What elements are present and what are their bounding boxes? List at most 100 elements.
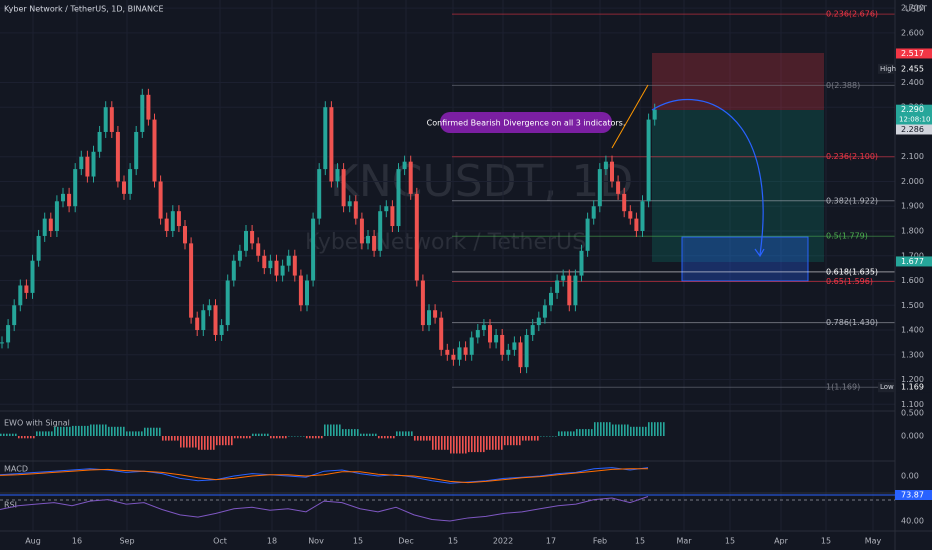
ewo-bar <box>135 431 137 436</box>
ewo-bar <box>255 433 257 436</box>
ewo-bar <box>324 424 326 436</box>
time-tick-label: Feb <box>593 537 607 546</box>
ewo-bar <box>78 425 80 436</box>
ewo-bar <box>624 424 626 436</box>
ewo-bar <box>633 426 635 436</box>
candle <box>18 285 23 306</box>
arrow-head <box>754 248 765 258</box>
ewo-bar <box>546 436 548 437</box>
ewo-bar <box>645 426 647 436</box>
pane-label: MACD <box>4 465 28 474</box>
ewo-bar <box>210 436 212 450</box>
ewo-bar <box>522 436 524 441</box>
candle <box>79 156 84 170</box>
candle <box>146 94 151 120</box>
rsi-tag <box>895 490 932 500</box>
ewo-bar <box>363 433 365 436</box>
ewo-bar <box>501 436 503 450</box>
ewo-bar <box>465 436 467 454</box>
candle <box>140 94 145 132</box>
ewo-bar <box>456 436 458 454</box>
signal-line <box>0 468 648 484</box>
ewo-bar <box>366 433 368 436</box>
ewo-bar <box>18 436 20 439</box>
ewo-bar <box>165 436 167 441</box>
ewo-bar <box>267 433 269 436</box>
price-timer: 12:08:10 <box>899 116 930 124</box>
candle <box>317 169 322 219</box>
ewo-bar <box>510 436 512 446</box>
ewo-bar <box>375 433 377 436</box>
ewo-bar <box>162 436 164 441</box>
ewo-bar <box>609 422 611 436</box>
ewo-bar <box>156 427 158 436</box>
ewo-bar <box>558 431 560 436</box>
ewo-bar <box>531 436 533 441</box>
candle <box>329 107 334 182</box>
divergence-line <box>611 84 649 149</box>
ewo-bar <box>222 436 224 446</box>
candle <box>128 169 133 194</box>
rsi-tick: 73.87 <box>901 491 924 500</box>
price-tag <box>896 382 932 393</box>
price-tick-label: 2.000 <box>901 177 924 186</box>
candle <box>463 347 468 355</box>
ewo-bar <box>312 436 314 439</box>
candle <box>158 181 163 219</box>
price-tag-label: 2.455 <box>901 64 924 73</box>
ewo-bar <box>120 426 122 436</box>
candle <box>48 218 53 231</box>
candle <box>42 218 47 236</box>
price-tag-label: 1.169 <box>901 383 924 392</box>
ewo-bar <box>108 426 110 436</box>
price-tick-label: 1.500 <box>901 301 924 310</box>
candle <box>427 310 431 326</box>
ewo-bar <box>327 424 329 436</box>
price-tick-label: 1.300 <box>901 350 924 359</box>
ewo-bar <box>564 431 566 436</box>
ewo-bar <box>303 436 305 437</box>
ewo-bar <box>219 436 221 446</box>
price-unit: USDT <box>905 5 927 14</box>
ewo-bar <box>621 424 623 436</box>
candle <box>451 354 456 360</box>
fib-label: 1(1.169) <box>826 383 860 392</box>
time-tick-label: Sep <box>119 537 134 546</box>
ewo-bar <box>147 427 149 436</box>
rsi-tick: 40.00 <box>901 517 924 526</box>
tag-badge <box>878 63 895 74</box>
ewo-bar <box>429 436 431 441</box>
ewo-bar <box>213 436 215 450</box>
tag-badge-label: Low <box>880 383 894 391</box>
ewo-bar <box>81 425 83 436</box>
candle <box>481 325 486 331</box>
price-tick-label: 1.100 <box>901 400 924 409</box>
ewo-bar <box>144 427 146 436</box>
candle <box>555 280 560 293</box>
candle <box>164 218 169 231</box>
ewo-bar <box>486 436 488 450</box>
ewo-bar <box>549 436 551 437</box>
ewo-bar <box>126 431 128 436</box>
ewo-bar <box>399 431 401 436</box>
candle <box>579 250 584 276</box>
candle <box>512 342 517 350</box>
price-tag <box>896 256 932 267</box>
candle <box>262 255 267 269</box>
ewo-bar <box>60 426 62 436</box>
candle <box>549 292 553 306</box>
ewo-bar <box>543 436 545 437</box>
ewo-bar <box>51 431 53 436</box>
ewo-bar <box>306 436 308 439</box>
ewo-bar <box>258 433 260 436</box>
ewo-bar <box>273 436 275 439</box>
ewo-bar <box>453 436 455 454</box>
candle <box>384 206 389 212</box>
ewo-bar <box>462 436 464 454</box>
time-tick-label: Oct <box>213 537 227 546</box>
ewo-bar <box>519 436 521 446</box>
ewo-bar <box>432 436 434 450</box>
candle <box>97 131 102 152</box>
price-tag-label: 1.677 <box>901 257 924 266</box>
ewo-bar <box>480 436 482 453</box>
